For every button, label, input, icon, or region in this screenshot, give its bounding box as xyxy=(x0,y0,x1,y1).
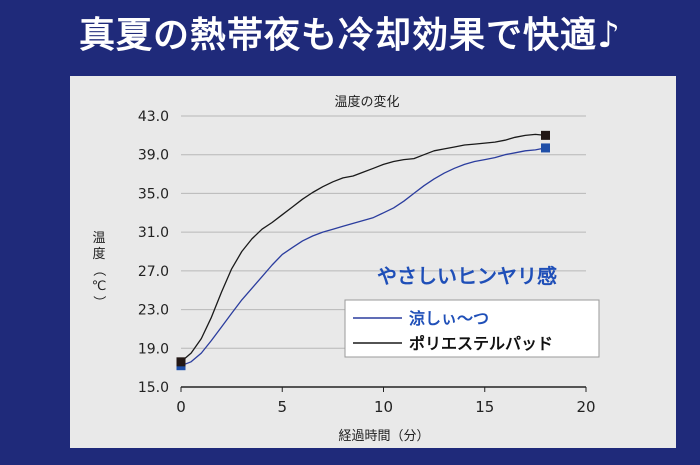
end-marker-series-2 xyxy=(541,130,550,140)
chart-title: 温度の変化 xyxy=(334,94,399,110)
legend-label-1: 涼しぃ〜つ xyxy=(409,309,489,328)
y-axis-label-char: 温 xyxy=(92,231,105,246)
y-tick-label: 31.0 xyxy=(138,225,169,241)
y-axis-label-char: （ xyxy=(91,263,106,276)
y-axis-label-char: 度 xyxy=(92,246,105,262)
series-line-2 xyxy=(180,133,546,363)
title-banner: 真夏の熱帯夜も冷却効果で快適♪ xyxy=(0,0,700,64)
y-tick-label: 35.0 xyxy=(138,186,169,202)
series-lines xyxy=(176,130,550,371)
y-tick-label: 27.0 xyxy=(138,264,169,280)
y-axis-label-char: ） xyxy=(91,295,106,308)
x-tick-label: 20 xyxy=(576,398,595,416)
y-tick-label: 19.0 xyxy=(138,341,169,357)
banner-title: 真夏の熱帯夜も冷却効果で快適♪ xyxy=(79,15,621,56)
x-tick-label: 0 xyxy=(176,398,186,416)
grid-lines xyxy=(181,115,586,349)
x-tick-label: 10 xyxy=(374,398,393,416)
y-tick-label: 39.0 xyxy=(138,148,169,164)
tick-labels: 15.0 19.0 23.0 27.0 31.0 35.0 39.0 43.0 0 5 10 15 20 xyxy=(138,109,596,416)
series-line-1 xyxy=(180,147,546,367)
y-axis-label: 温度（ ℃） xyxy=(91,231,106,309)
chart-panel xyxy=(70,76,676,448)
end-marker-series-1 xyxy=(541,143,550,153)
annotation-text: やさしいヒンヤリ感 xyxy=(377,264,557,288)
legend-label-2: ポリエステルパッド xyxy=(409,334,553,353)
x-axis-label: 経過時間（分） xyxy=(338,429,429,444)
axes xyxy=(180,386,587,392)
x-tick-label: 15 xyxy=(475,398,494,416)
y-tick-label: 23.0 xyxy=(138,303,169,319)
y-tick-label: 43.0 xyxy=(138,109,169,125)
y-axis-label-char: ℃ xyxy=(92,279,107,294)
start-marker-series-2 xyxy=(176,357,186,367)
legend-box xyxy=(344,299,600,358)
y-tick-label: 15.0 xyxy=(138,380,169,396)
x-tick-label: 5 xyxy=(277,398,287,416)
